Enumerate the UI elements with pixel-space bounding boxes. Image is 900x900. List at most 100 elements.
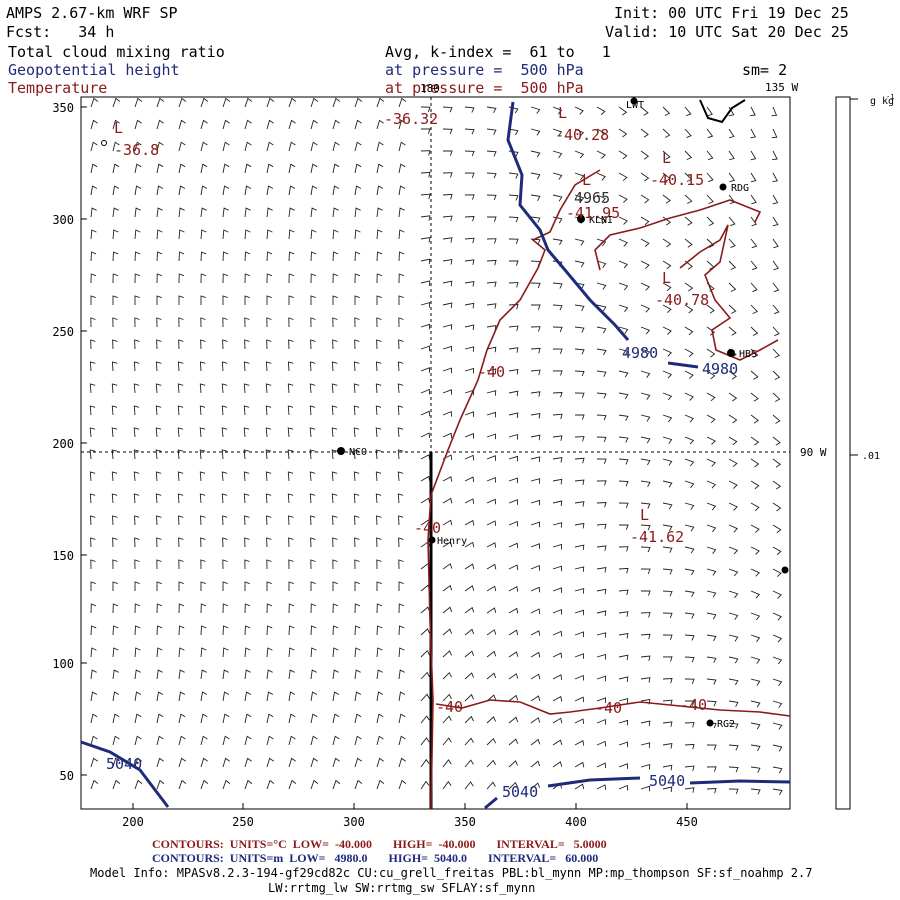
wind-barb <box>640 216 650 226</box>
wind-barb <box>706 106 713 117</box>
wind-barb <box>310 97 319 108</box>
wind-barb <box>596 282 607 290</box>
wind-barb <box>353 427 360 438</box>
wind-barb <box>178 97 187 108</box>
wind-barb <box>112 735 120 746</box>
wind-barb <box>375 493 382 504</box>
wind-barb <box>354 339 360 350</box>
wind-barb <box>684 787 695 793</box>
wind-barb <box>222 581 228 591</box>
wind-barb <box>309 361 316 372</box>
wind-barb <box>134 713 142 724</box>
wind-barb <box>464 759 474 768</box>
wind-barb <box>112 207 119 218</box>
wind-barb <box>398 317 404 328</box>
wind-barb <box>750 348 759 358</box>
wind-barb <box>464 367 475 374</box>
wind-barb <box>244 669 251 680</box>
wind-barb <box>640 106 649 116</box>
smoothing: sm= 2 <box>742 61 788 79</box>
wind-barb <box>530 128 541 136</box>
wind-barb <box>771 106 778 117</box>
wind-barb <box>266 273 273 284</box>
wind-barb <box>89 471 96 482</box>
wind-barb <box>90 97 99 108</box>
wind-barb <box>398 603 405 614</box>
wind-barb <box>397 361 404 372</box>
wind-barb <box>552 630 563 637</box>
wind-barb <box>288 559 294 570</box>
wind-barb <box>442 324 453 330</box>
wind-barb <box>574 436 585 442</box>
wind-barb <box>420 693 430 702</box>
wind-barb <box>750 304 758 315</box>
wind-barb <box>397 405 404 416</box>
wind-barb <box>398 735 406 746</box>
wind-barb <box>552 761 563 768</box>
wind-barb <box>112 603 119 614</box>
wind-barb <box>530 586 541 593</box>
wind-barb <box>728 656 739 664</box>
wind-barb <box>464 628 475 636</box>
wind-barb <box>178 537 184 548</box>
wind-barb <box>155 383 162 394</box>
wind-barb <box>574 238 585 246</box>
wind-barb <box>486 346 497 353</box>
wind-barb <box>288 647 295 658</box>
wind-barb <box>442 106 453 113</box>
colorbar-units-exponent: -1 <box>886 93 894 101</box>
wind-barb <box>178 713 186 724</box>
wind-barb <box>354 207 361 218</box>
wind-barb <box>706 194 714 205</box>
wind-barb <box>134 735 142 746</box>
wind-barb <box>750 656 761 664</box>
wind-barb <box>662 260 672 270</box>
wind-barb <box>464 150 475 157</box>
wind-barb <box>596 216 607 225</box>
wind-barb <box>420 780 430 790</box>
wind-barb <box>574 544 585 551</box>
wind-barb <box>288 581 294 591</box>
wind-barb <box>288 207 295 218</box>
wind-barb <box>288 97 297 108</box>
wind-barb <box>288 713 296 724</box>
low-marker-4: L <box>582 171 591 189</box>
wind-barb <box>200 163 208 174</box>
wind-barb <box>134 779 143 790</box>
wind-barb <box>376 647 383 658</box>
wind-barb <box>90 515 96 526</box>
wind-barb <box>596 150 606 159</box>
wind-barb <box>464 781 474 790</box>
wind-barb <box>618 194 628 203</box>
wind-barb <box>134 207 141 218</box>
wind-barb <box>332 581 338 591</box>
wind-barb <box>332 185 340 196</box>
wind-barb <box>156 559 162 570</box>
wind-barb <box>90 207 97 218</box>
wind-barb <box>618 611 629 617</box>
station-dot-east <box>781 566 789 574</box>
wind-barb <box>486 194 497 201</box>
wind-barb <box>464 541 475 548</box>
wind-barb <box>662 786 673 793</box>
wind-barb <box>244 581 250 591</box>
wind-barb <box>354 229 361 240</box>
wind-barb <box>728 700 739 708</box>
wind-barb <box>222 779 231 790</box>
wind-barb <box>398 339 404 350</box>
wind-barb <box>287 383 294 394</box>
wind-barb <box>442 519 453 526</box>
wind-barb <box>618 676 629 682</box>
wind-barb <box>684 304 694 314</box>
wind-barb <box>530 521 540 528</box>
wind-barb <box>443 150 453 156</box>
wind-barb <box>134 537 140 548</box>
wind-barb <box>618 546 629 552</box>
wind-barb <box>133 405 140 416</box>
wind-barb <box>640 370 651 378</box>
wind-barb <box>178 163 186 174</box>
wind-barb <box>332 317 338 328</box>
temp-label-2: -36.8 <box>114 141 159 159</box>
wind-barb <box>486 368 497 374</box>
wind-barb <box>706 458 716 467</box>
